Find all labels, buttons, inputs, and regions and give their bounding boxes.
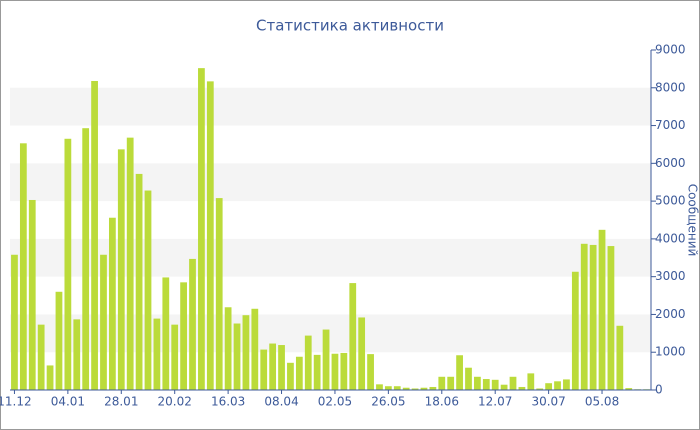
bar — [393, 386, 401, 390]
bar — [554, 381, 561, 390]
bar — [19, 143, 27, 390]
bar — [340, 352, 348, 390]
x-tick-label: 02.05 — [318, 395, 352, 409]
bar — [215, 198, 223, 390]
y-tick-label: 2000 — [655, 307, 686, 321]
y-tick-label: 3000 — [655, 269, 686, 283]
grid-band — [10, 314, 651, 353]
bar — [411, 388, 419, 390]
bar — [189, 258, 196, 390]
y-tick-label: 9000 — [655, 43, 686, 57]
x-tick-label: 26.05 — [371, 395, 405, 409]
bar — [527, 373, 535, 390]
bar — [589, 244, 597, 390]
bar — [438, 376, 446, 390]
bar — [545, 383, 553, 390]
y-tick-label: 1000 — [655, 345, 686, 359]
x-tick-label: 28.01 — [104, 395, 138, 409]
x-tick-label: 12.07 — [478, 395, 512, 409]
bar — [287, 362, 294, 390]
bar — [500, 384, 508, 390]
bar — [563, 379, 570, 390]
bar — [64, 138, 72, 390]
bar — [180, 282, 187, 390]
bar — [607, 246, 615, 390]
bar — [491, 379, 499, 390]
bar — [224, 307, 232, 390]
x-tick-label: 16.03 — [211, 395, 245, 409]
bar — [100, 254, 107, 390]
grid-band — [10, 163, 651, 202]
bar — [91, 80, 98, 390]
bar — [73, 319, 81, 390]
bar — [376, 384, 383, 390]
bar — [135, 173, 143, 390]
bar — [358, 317, 366, 390]
bar — [304, 335, 312, 390]
bar — [367, 354, 374, 390]
x-tick-label: 30.07 — [531, 395, 565, 409]
bar — [28, 199, 36, 390]
x-tick-label: 11.12 — [0, 395, 32, 409]
bar — [153, 318, 161, 390]
bar — [37, 324, 45, 390]
bar — [206, 81, 214, 390]
bar — [46, 365, 54, 390]
x-tick-label: 05.08 — [585, 395, 619, 409]
bar — [260, 349, 268, 390]
bar — [11, 254, 18, 390]
y-tick-label: 6000 — [655, 156, 686, 170]
bar — [429, 386, 437, 390]
bar — [269, 343, 277, 390]
bar — [518, 386, 526, 390]
bar — [126, 137, 134, 390]
bar — [117, 149, 125, 390]
bar — [278, 345, 285, 390]
bar — [456, 355, 463, 390]
x-tick-label: 20.02 — [158, 395, 192, 409]
bar — [616, 325, 624, 390]
y-axis-label: Сообщений — [686, 184, 700, 257]
bar — [598, 229, 606, 390]
bar — [465, 367, 472, 390]
y-tick-label: 0 — [655, 383, 663, 397]
bar — [331, 353, 339, 390]
x-tick-label: 08.04 — [264, 395, 298, 409]
grid-band — [10, 238, 651, 277]
bar — [571, 271, 579, 390]
x-tick-label: 18.06 — [425, 395, 459, 409]
bar — [349, 283, 357, 390]
bar — [82, 128, 90, 390]
x-tick-label: 04.01 — [51, 395, 85, 409]
y-tick-label: 8000 — [655, 80, 686, 94]
bar — [536, 388, 544, 390]
y-tick-label: 7000 — [655, 118, 686, 132]
bar — [402, 387, 410, 390]
bar — [251, 308, 259, 390]
bar — [447, 376, 455, 390]
bar — [625, 388, 633, 390]
bar — [295, 356, 303, 390]
bar — [313, 354, 321, 390]
bar — [171, 324, 179, 390]
bar — [509, 376, 517, 390]
bar — [242, 315, 250, 390]
bar — [144, 190, 152, 390]
bar — [233, 323, 241, 390]
y-tick-label: 4000 — [655, 231, 686, 245]
bar — [108, 217, 116, 390]
chart-title: Статистика активности — [256, 17, 444, 35]
bar — [322, 329, 330, 390]
bar — [55, 291, 63, 390]
bar — [580, 243, 588, 390]
y-tick-label: 5000 — [655, 194, 686, 208]
bar — [482, 379, 490, 390]
grid-band — [10, 87, 651, 126]
bar — [384, 386, 392, 390]
bar — [420, 387, 428, 390]
bar — [474, 376, 481, 390]
bar — [198, 68, 205, 390]
bar — [162, 277, 170, 390]
